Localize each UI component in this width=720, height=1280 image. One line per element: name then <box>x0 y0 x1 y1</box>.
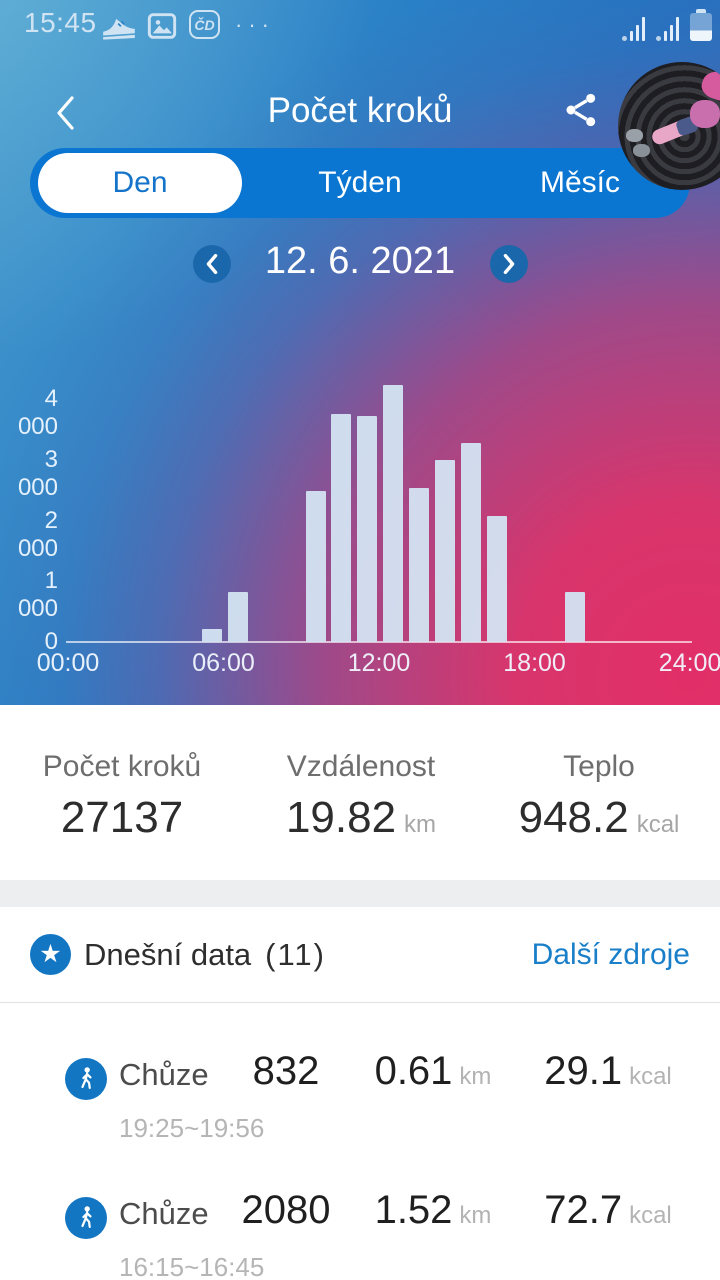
chart-bar <box>331 413 352 642</box>
date-navigation: 12. 6. 2021 <box>0 230 720 300</box>
x-axis-tick-label: 12:00 <box>347 649 411 677</box>
more-notifications-icon: ··· <box>235 12 275 37</box>
share-button[interactable] <box>558 88 604 134</box>
share-icon <box>566 93 596 126</box>
app-header: Počet kroků <box>0 86 720 146</box>
y-axis-tick-label: 2 000 <box>17 506 58 562</box>
walking-icon <box>65 1197 107 1239</box>
x-axis-tick-label: 18:00 <box>503 649 566 677</box>
active-tab-pill <box>38 153 242 213</box>
today-data-section-header: ★ Dnešní data (11) Další zdroje <box>0 907 720 1003</box>
clock: 15:45 <box>24 7 97 38</box>
x-axis-tick-label: 06:00 <box>192 649 255 677</box>
chart-bar <box>227 592 248 642</box>
activity-calories-unit: kcal <box>629 1063 672 1090</box>
back-button[interactable] <box>48 90 84 138</box>
section-divider-band <box>0 880 720 907</box>
profile-avatar[interactable] <box>618 62 720 190</box>
x-axis-tick-label: 24:00 <box>658 649 720 677</box>
activity-steps: 2080 <box>241 1188 331 1232</box>
activity-calories: 72.7 <box>544 1188 623 1232</box>
page-title: Počet kroků <box>267 91 453 130</box>
summary-distance: Vzdálenost 19.82 km <box>244 749 478 880</box>
summary-calories: Teplo 948.2 kcal <box>478 749 720 880</box>
section-count: (11) <box>265 936 326 972</box>
cd-app-icon: ČD <box>189 10 220 39</box>
activity-calories-unit: kcal <box>629 1202 672 1229</box>
summary-value: 948.2 <box>518 793 629 842</box>
shoe-notification-icon <box>100 10 138 42</box>
summary-value: 19.82 <box>285 793 397 842</box>
period-tab-bar: Den Týden Měsíc <box>30 148 690 218</box>
selected-date: 12. 6. 2021 <box>264 240 456 282</box>
cd-badge-label: ČD <box>189 10 220 39</box>
activity-name: Chůze <box>119 1057 209 1092</box>
signal-strength-icon-sim2 <box>656 15 679 41</box>
signal-strength-icon-sim1 <box>622 15 645 41</box>
daily-summary: Počet kroků 27137 Vzdálenost 19.82 km Te… <box>0 705 720 880</box>
section-title: Dnešní data <box>84 936 252 972</box>
chart-bar <box>383 385 404 642</box>
y-axis-tick-label: 4 000 <box>17 385 58 440</box>
activity-distance: 0.61 <box>374 1049 453 1093</box>
chart-bar <box>564 591 585 642</box>
activity-calories: 29.1 <box>544 1049 623 1093</box>
x-axis-line <box>66 641 692 643</box>
walking-icon <box>65 1058 107 1100</box>
tab-mesic[interactable]: Měsíc <box>470 148 690 218</box>
y-axis-tick-label: 1 000 <box>17 567 58 623</box>
chart-bar <box>201 628 222 642</box>
star-icon: ★ <box>30 934 71 975</box>
chart-bar <box>486 515 507 642</box>
summary-steps: Počet kroků 27137 <box>0 749 244 880</box>
summary-label: Počet kroků <box>42 750 202 783</box>
battery-icon <box>690 9 712 41</box>
chart-bar <box>357 416 378 642</box>
next-day-button[interactable] <box>490 245 528 283</box>
chart-bar <box>461 442 482 642</box>
chart-bar <box>435 459 456 642</box>
chart-bar <box>305 490 326 642</box>
other-sources-link[interactable]: Další zdroje <box>531 937 690 971</box>
status-bar: 15:45 ČD ··· <box>0 0 720 46</box>
gradient-header-area: 15:45 ČD ··· <box>0 0 720 705</box>
summary-label: Vzdálenost <box>286 750 436 783</box>
chevron-left-icon <box>206 253 218 275</box>
activity-row[interactable]: Chůze 19:25~19:56 832 0.61 km 29.1 kcal <box>0 1003 720 1145</box>
chart-bar <box>409 487 430 642</box>
tab-tyden[interactable]: Týden <box>250 148 470 218</box>
summary-unit: km <box>404 811 437 838</box>
activity-time-range: 16:15~16:45 <box>119 1252 265 1280</box>
activity-distance: 1.52 <box>374 1188 453 1232</box>
y-axis-tick-label: 0 <box>44 628 58 655</box>
activity-time-range: 19:25~19:56 <box>119 1113 265 1143</box>
x-axis-tick-label: 00:00 <box>36 649 100 677</box>
activity-distance-unit: km <box>459 1063 492 1090</box>
chevron-left-icon <box>57 95 74 130</box>
previous-day-button[interactable] <box>193 245 231 283</box>
activity-distance-unit: km <box>459 1202 492 1229</box>
step-chart: 0 1 000 2 000 3 000 4 000 00:00 06:00 12:00 18:0… <box>0 330 720 705</box>
activity-steps: 832 <box>252 1049 320 1093</box>
summary-label: Teplo <box>563 750 635 783</box>
summary-value: 27137 <box>60 793 184 842</box>
summary-unit: kcal <box>636 811 680 838</box>
tab-den[interactable]: Den <box>30 148 250 218</box>
chevron-right-icon <box>503 253 515 275</box>
y-axis-tick-label: 3 000 <box>17 445 58 501</box>
activity-name: Chůze <box>119 1196 209 1231</box>
activity-row[interactable]: Chůze 16:15~16:45 2080 1.52 km 72.7 kcal <box>0 1145 720 1280</box>
photo-notification-icon <box>146 10 178 42</box>
